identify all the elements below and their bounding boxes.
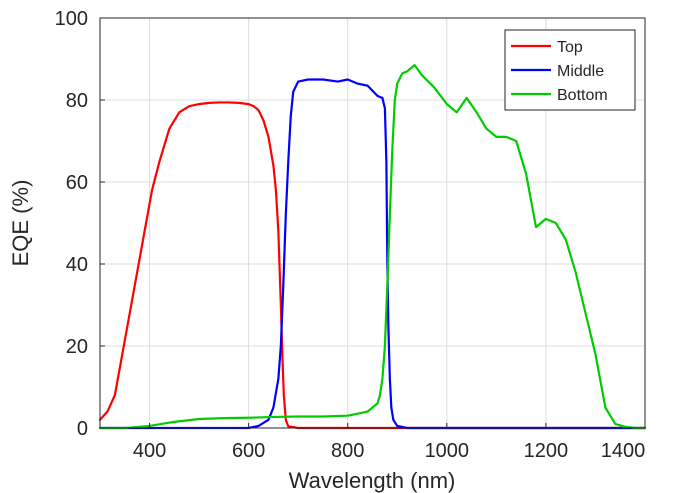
plot-frame [99,17,646,429]
y-tick-label: 100 [55,8,88,30]
x-tick-label: 600 [232,440,265,462]
y-tick-label: 20 [66,336,88,358]
legend-label-middle: Middle [557,63,604,80]
y-tick-label: 80 [66,90,88,112]
y-axis-label: EQE (%) [8,180,33,267]
x-tick-label: 1200 [524,440,569,462]
tick-labels: 400 600 800 1000 1200 1400 0 20 40 60 80 100 [55,8,646,462]
x-tick-label: 1000 [425,440,470,462]
axes [99,17,646,429]
legend: Top Middle Bottom [504,29,636,111]
legend-label-top: Top [557,39,583,56]
y-tick-label: 0 [77,418,88,440]
y-tick-label: 60 [66,172,88,194]
x-axis-label: Wavelength (nm) [289,468,456,493]
series-line-bottom [98,64,647,430]
x-tick-label: 1400 [601,440,646,462]
y-tick-label: 40 [66,254,88,276]
legend-label-bottom: Bottom [557,87,608,104]
series-line-middle [98,78,647,430]
x-tick-label: 400 [133,440,166,462]
x-tick-label: 800 [331,440,364,462]
